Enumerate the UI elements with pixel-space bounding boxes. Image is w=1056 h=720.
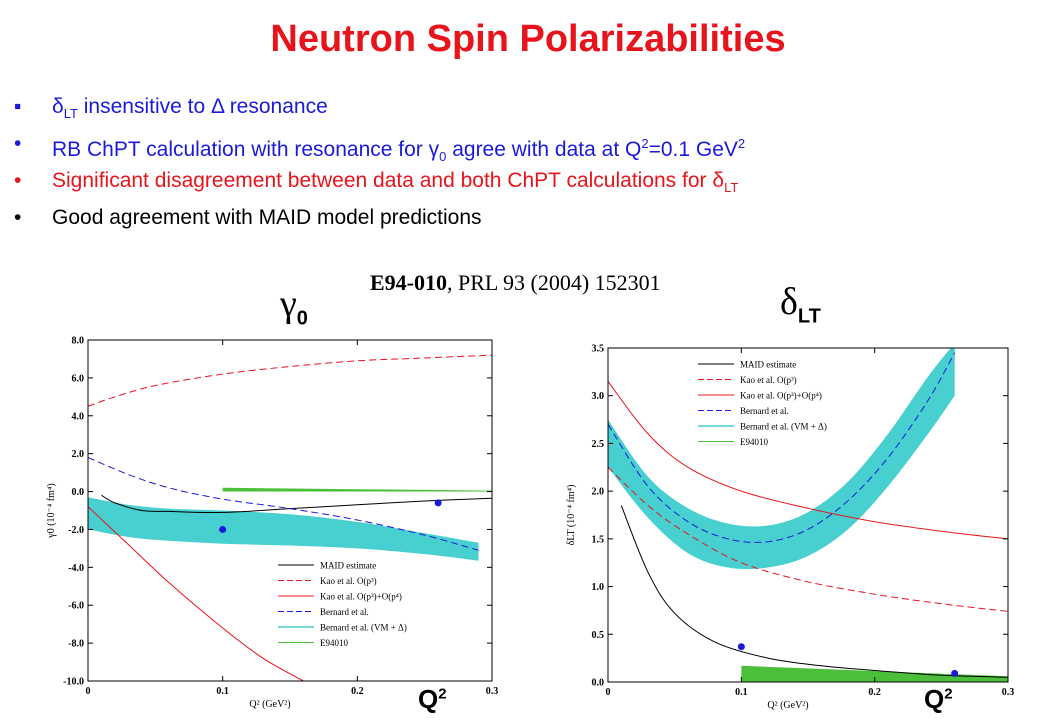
data-point bbox=[219, 525, 227, 533]
x-tick-label: 0.3 bbox=[486, 686, 499, 697]
plot-frame bbox=[607, 347, 1009, 683]
q2-axis-label-right: Q2 bbox=[924, 684, 953, 714]
gamma0-panel-label: γ0 bbox=[280, 283, 308, 330]
plot-frame bbox=[87, 339, 493, 682]
x-tick-label: 0.2 bbox=[351, 686, 364, 697]
x-tick-label: 0 bbox=[606, 687, 611, 698]
legend-label: Bernard et al. (VM + Δ) bbox=[740, 422, 827, 432]
legend-label: Kao et al. O(p³) bbox=[320, 576, 377, 586]
x-tick-label: 0 bbox=[86, 686, 91, 697]
bullet-3: • Significant disagreement between data a… bbox=[14, 169, 739, 196]
y-tick-label: -8.0 bbox=[68, 639, 84, 650]
y-tick-label: 6.0 bbox=[72, 373, 85, 384]
plot-area bbox=[88, 354, 492, 681]
legend: MAID estimate Kao et al. O(p³) Kao et al. … bbox=[698, 360, 827, 447]
y-tick-label: -6.0 bbox=[68, 601, 84, 612]
bullet-list: ▪ δLT insensitive to Δ resonance • RB ChPT… bbox=[14, 92, 745, 240]
bullet-2: • RB ChPT calculation with resonance for … bbox=[14, 132, 746, 165]
y-tick-label: 0.0 bbox=[72, 487, 85, 498]
y-tick-label: 2.5 bbox=[592, 439, 605, 450]
legend-label: Kao et al. O(p³)+O(p⁴) bbox=[740, 391, 822, 401]
legend-label: E94010 bbox=[740, 437, 768, 447]
legend-label: Bernard et al. bbox=[740, 406, 789, 416]
legend: MAID estimate Kao et al. O(p³) Kao et al. … bbox=[278, 561, 407, 648]
legend-label: MAID estimate bbox=[320, 561, 376, 571]
y-axis-title: γ0 (10⁻⁴ fm⁴) bbox=[46, 483, 57, 538]
bullet-4: • Good agreement with MAID model predicti… bbox=[14, 206, 482, 229]
y-tick-label: 1.0 bbox=[592, 582, 605, 593]
series-line-1 bbox=[608, 466, 1008, 612]
series-line-3 bbox=[608, 352, 956, 543]
theory-band bbox=[88, 497, 479, 561]
x-axis-title: Q² (GeV²) bbox=[249, 699, 290, 710]
legend-label: Kao et al. O(p³)+O(p⁴) bbox=[320, 592, 402, 602]
x-tick-label: 0.2 bbox=[868, 687, 881, 698]
bullet-1: ▪ δLT insensitive to Δ resonance bbox=[14, 95, 328, 122]
reference-citation: E94-010, PRL 93 (2004) 152301 bbox=[370, 270, 661, 295]
y-tick-label: 0.5 bbox=[592, 630, 605, 641]
y-tick-label: 3.0 bbox=[592, 391, 605, 402]
y-tick-label: 3.5 bbox=[592, 344, 605, 355]
q2-axis-label-left: Q2 bbox=[418, 684, 447, 714]
series-line-0 bbox=[620, 505, 1008, 678]
series-line-0 bbox=[101, 494, 492, 514]
series-line-2 bbox=[88, 506, 304, 681]
plot-area bbox=[608, 348, 1008, 682]
slide-title: Neutron Spin Polarizabilities bbox=[270, 18, 786, 60]
y-tick-label: 4.0 bbox=[72, 411, 85, 422]
x-tick-label: 0.1 bbox=[216, 686, 229, 697]
y-tick-label: 2.0 bbox=[592, 487, 605, 498]
x-axis-title: Q² (GeV²) bbox=[767, 700, 808, 711]
systematic-error-band bbox=[222, 487, 492, 492]
x-tick-label: 0.3 bbox=[1002, 687, 1015, 698]
y-tick-label: -4.0 bbox=[68, 563, 84, 574]
data-point bbox=[737, 643, 745, 651]
deltalt-chart: 0.0 0.5 1.0 1.5 2.0 2.5 3.0 3.5 0 0.1 0.2 0.3 Q² (Ge… bbox=[566, 344, 1015, 712]
systematic-error-band bbox=[741, 665, 1008, 682]
y-axis-title: δLT (10⁻⁴ fm⁴) bbox=[566, 485, 577, 546]
data-point bbox=[951, 669, 959, 677]
series-line-2 bbox=[608, 381, 1008, 540]
series-line-1 bbox=[88, 354, 492, 407]
legend-label: Bernard et al. (VM + Δ) bbox=[320, 623, 407, 633]
legend-label: E94010 bbox=[320, 638, 348, 648]
gamma0-chart: -10.0 -8.0 -6.0 -4.0 -2.0 0.0 2.0 4.0 6.0 8.0 0 0.1… bbox=[46, 336, 499, 711]
y-tick-label: 0.0 bbox=[592, 678, 605, 689]
y-tick-label: -2.0 bbox=[68, 525, 84, 536]
y-tick-label: 2.0 bbox=[72, 449, 85, 460]
legend-label: Kao et al. O(p³) bbox=[740, 375, 797, 385]
y-tick-label: -10.0 bbox=[63, 677, 84, 688]
series-line-3 bbox=[88, 457, 479, 551]
y-tick-label: 8.0 bbox=[72, 336, 85, 347]
deltalt-panel-label: δLT bbox=[780, 281, 821, 328]
legend-label: Bernard et al. bbox=[320, 607, 369, 617]
x-tick-label: 0.1 bbox=[735, 687, 748, 698]
legend-label: MAID estimate bbox=[740, 360, 796, 370]
y-tick-label: 1.5 bbox=[592, 534, 605, 545]
theory-band bbox=[608, 348, 955, 570]
data-point bbox=[434, 499, 442, 507]
